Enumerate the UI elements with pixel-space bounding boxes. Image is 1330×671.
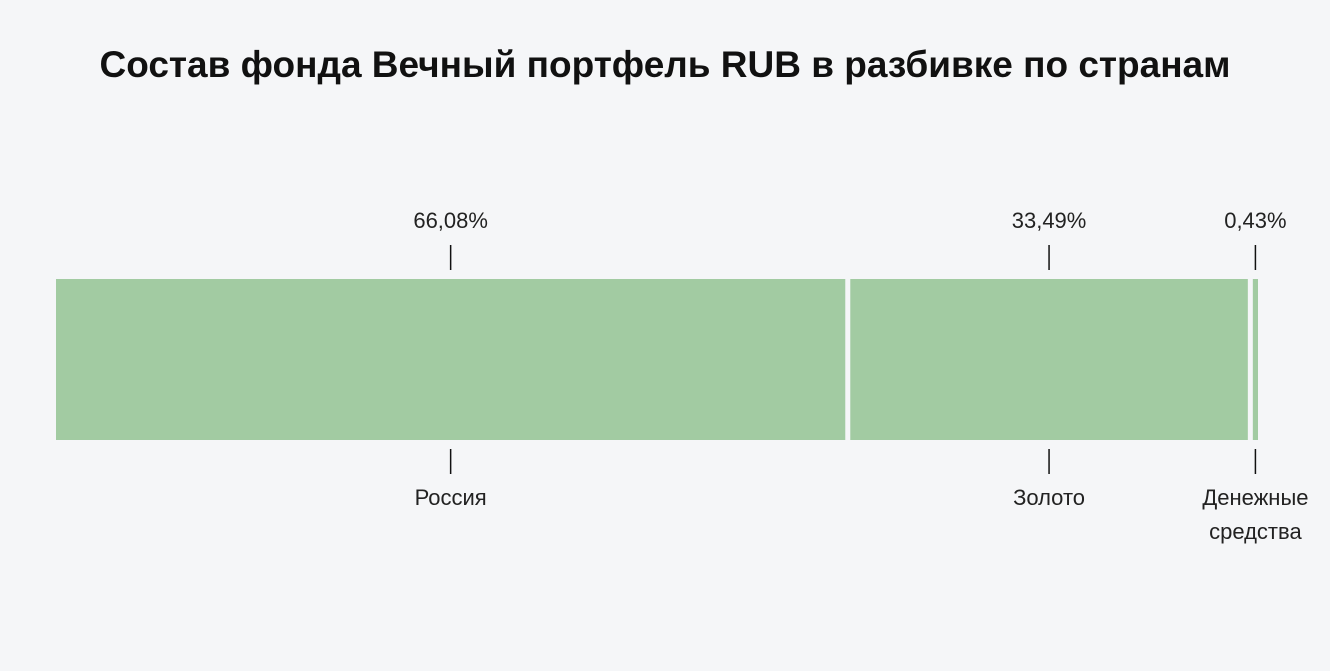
value-label: 66,08% [413, 208, 488, 233]
category-label: Денежные средства [1202, 485, 1309, 544]
bar-segment [850, 279, 1248, 440]
value-label: 0,43% [1224, 208, 1287, 233]
category-label: Россия [414, 485, 487, 510]
bar-segment [1252, 279, 1258, 440]
value-label: 33,49% [1011, 208, 1087, 233]
chart-title: Состав фонда Вечный портфель RUB в разби… [99, 44, 1231, 85]
bar-segment [56, 279, 846, 440]
category-label: Золото [1013, 485, 1086, 510]
